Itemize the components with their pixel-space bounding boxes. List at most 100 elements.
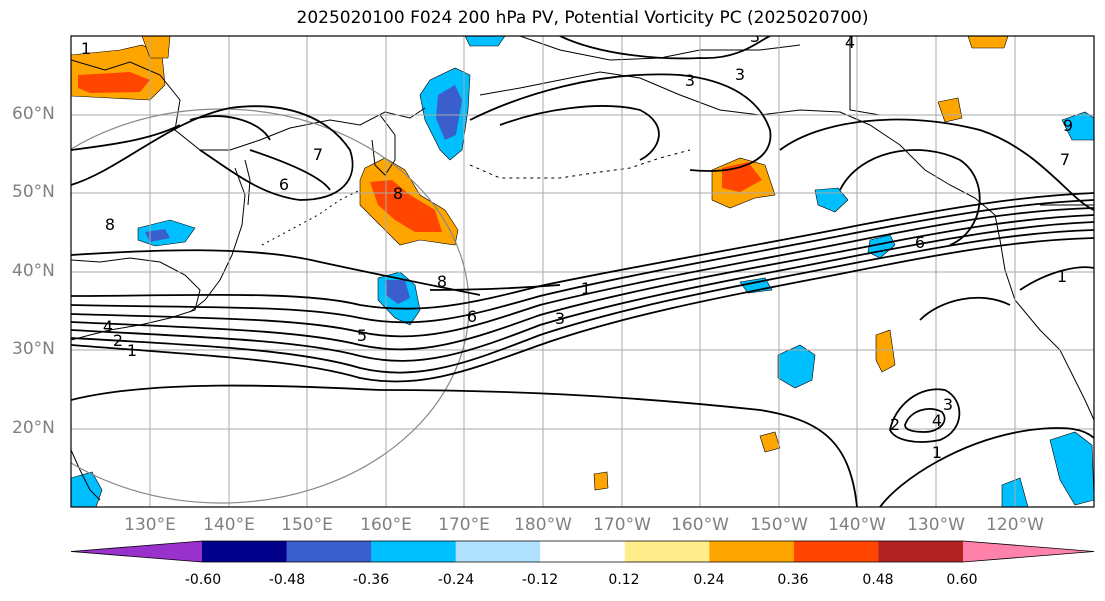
coast-philippines	[71, 449, 101, 501]
contour-6	[429, 284, 561, 291]
colorbar-segment	[963, 541, 1094, 562]
lon-label: 150°E	[281, 515, 333, 535]
coast-canada-border	[849, 36, 881, 116]
shade-deep-jet	[385, 280, 410, 304]
contour-label: 7	[313, 145, 323, 164]
contour-label: 1	[1057, 267, 1067, 286]
contour-label: 8	[393, 184, 403, 203]
contour-label: 6	[915, 233, 925, 252]
contour-label: 4	[103, 317, 113, 336]
lat-label: 50°N	[12, 182, 55, 202]
contour-asia-1	[71, 105, 354, 201]
shade-negative-ne	[1061, 111, 1094, 141]
colorbar-tick-label: -0.12	[521, 572, 559, 588]
shade-positive-ne1	[967, 36, 1009, 49]
contour-ak-1	[779, 118, 1094, 211]
contour-label: 2	[113, 331, 123, 350]
contour-bering-2	[499, 105, 660, 161]
map-frame	[70, 35, 1095, 508]
colorbar-tick-label: 0.60	[946, 572, 978, 588]
colorbar	[70, 540, 1095, 563]
contour-bering-1	[469, 73, 772, 172]
colorbar-segment	[455, 541, 541, 562]
colorbar-segment	[540, 541, 626, 562]
contour-8	[71, 249, 481, 296]
contour-label: 2	[890, 415, 900, 434]
contour-sw-1	[71, 384, 858, 507]
contour-jet-1	[71, 237, 1094, 383]
lon-label: 130°W	[907, 515, 965, 535]
coast-kurils	[261, 189, 361, 246]
shade-positive-pac5	[593, 471, 609, 491]
lon-label: 140°W	[828, 515, 886, 535]
contour-label: 8	[437, 272, 447, 291]
colorbar-tick-label: 0.48	[862, 572, 894, 588]
shade-negative-top	[464, 36, 506, 47]
lon-label: 150°W	[750, 515, 808, 535]
shade-deep-japan	[145, 229, 170, 242]
coast-asia	[71, 59, 426, 151]
contour-label: 4	[932, 411, 942, 430]
lat-label: 30°N	[12, 339, 55, 359]
range-circle	[71, 108, 470, 504]
contour-jet-6	[71, 199, 1094, 324]
colorbar-tick-label: -0.60	[184, 572, 222, 588]
lon-label: 170°W	[593, 515, 651, 535]
contour-label: 1	[81, 39, 91, 58]
chart-title: 2025020100 F024 200 hPa PV, Potential Vo…	[296, 8, 869, 28]
contour-label: 6	[467, 307, 477, 326]
contour-jet-7	[71, 192, 1094, 310]
contour-north-2	[559, 36, 771, 60]
contour-label: 3	[685, 71, 695, 90]
contour-jet-5	[71, 207, 1094, 338]
lon-label: 140°E	[203, 515, 255, 535]
contour-label: 4	[845, 33, 855, 52]
pv-contours	[71, 36, 1094, 507]
colorbar-segment	[709, 541, 795, 562]
lat-label: 20°N	[12, 418, 55, 438]
colorbar-segment	[202, 541, 288, 562]
contour-label: 8	[105, 215, 115, 234]
contour-labels: 1 3 4 7 6 8 8 9 8 3 7 6 1 3 5 6 4 2 1 3 …	[81, 27, 1073, 462]
contour-label: 3	[735, 65, 745, 84]
lon-label: 160°W	[671, 515, 729, 535]
contour-label: 6	[279, 175, 289, 194]
lon-label: 160°E	[360, 515, 412, 535]
contour-label: 3	[750, 27, 760, 46]
coast-china	[71, 257, 201, 341]
shade-negative-pac6	[1049, 431, 1094, 506]
contour-jet-2	[71, 229, 1094, 374]
colorbar-segment	[793, 541, 879, 562]
coast-sakhalin	[244, 159, 251, 206]
contour-label: 7	[1060, 150, 1070, 169]
contour-jet-3	[71, 221, 1094, 362]
contour-ak-2	[839, 149, 981, 246]
contour-southeast	[919, 296, 1011, 321]
coast-kamchatka	[371, 114, 396, 176]
shade-negative-pac2	[777, 344, 816, 389]
shade-positive-pac3	[875, 329, 896, 373]
colorbar-segment	[371, 541, 457, 562]
contour-asia-2	[249, 149, 331, 191]
coast-westcoast	[994, 214, 1094, 421]
lon-label: 130°E	[124, 515, 176, 535]
colorbar-segment	[878, 541, 964, 562]
contour-label: 3	[943, 395, 953, 414]
contour-asia-3	[189, 115, 271, 141]
colorbar-tick-label: 0.36	[777, 572, 809, 588]
colorbar-segment	[286, 541, 372, 562]
lat-label: 40°N	[12, 261, 55, 281]
contour-label: 1	[932, 443, 942, 462]
contour-label: 3	[555, 309, 565, 328]
contour-label: 1	[581, 279, 591, 298]
contour-low-1	[889, 388, 961, 443]
lon-label: 170°E	[438, 515, 490, 535]
colorbar-tick-label: 0.12	[608, 572, 640, 588]
lat-label: 60°N	[12, 104, 55, 124]
shade-positive-sib-n	[141, 36, 171, 59]
coast-aleutians	[469, 149, 691, 179]
shade-positive-pac4	[759, 431, 781, 453]
colorbar-tick-label: -0.24	[437, 572, 475, 588]
contour-low-2	[904, 408, 946, 433]
